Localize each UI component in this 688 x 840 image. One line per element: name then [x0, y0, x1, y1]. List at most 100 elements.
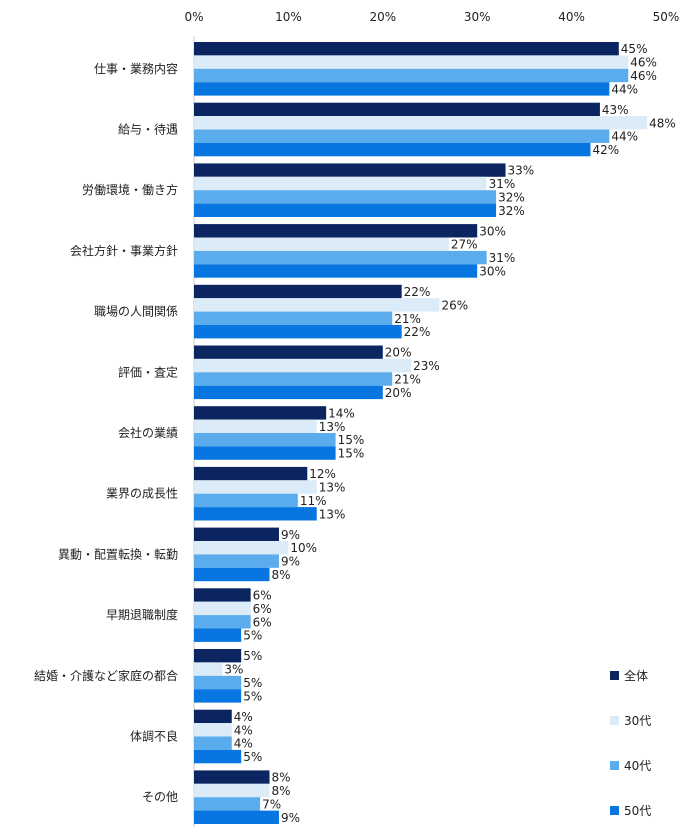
data-label-6-1: 13% — [319, 420, 346, 434]
data-label-7-2: 11% — [300, 494, 327, 508]
bar-12-1 — [194, 783, 270, 798]
data-label-5-3: 20% — [385, 386, 412, 400]
bar-10-2 — [194, 675, 242, 690]
data-label-12-2: 7% — [262, 797, 281, 811]
bar-0-3 — [194, 82, 610, 96]
bar-0-1 — [194, 55, 629, 69]
legend-label-3: 50代 — [624, 804, 651, 818]
data-label-4-3: 22% — [404, 325, 431, 339]
data-label-9-0: 6% — [253, 589, 272, 603]
bar-12-0 — [194, 770, 270, 784]
data-label-0-3: 44% — [611, 82, 638, 96]
bar-2-3 — [194, 203, 497, 217]
legend-swatch-3 — [610, 806, 619, 815]
legend-swatch-2 — [610, 761, 619, 770]
bar-11-2 — [194, 736, 232, 750]
bar-11-1 — [194, 723, 232, 737]
bar-11-0 — [194, 709, 232, 724]
category-label-9: 早期退職制度 — [106, 607, 178, 622]
bar-0-2 — [194, 68, 629, 83]
data-label-1-3: 42% — [592, 143, 619, 157]
data-label-0-0: 45% — [621, 42, 648, 56]
legend-label-0: 全体 — [624, 668, 648, 683]
bar-4-1 — [194, 298, 440, 312]
data-label-4-2: 21% — [394, 312, 421, 326]
bar-10-0 — [194, 649, 242, 663]
data-label-3-3: 30% — [479, 265, 506, 279]
category-label-7: 業界の成長性 — [106, 487, 178, 501]
bar-5-0 — [194, 345, 383, 359]
legend-label-2: 40代 — [624, 759, 651, 773]
data-label-7-3: 13% — [319, 507, 346, 521]
bar-3-1 — [194, 237, 449, 251]
category-label-6: 会社の業績 — [118, 425, 178, 440]
bar-9-3 — [194, 628, 242, 642]
data-label-9-3: 5% — [243, 629, 262, 643]
data-label-0-2: 46% — [630, 69, 657, 83]
data-label-6-3: 15% — [338, 447, 365, 461]
bar-1-2 — [194, 129, 610, 143]
bar-12-2 — [194, 797, 261, 811]
bar-10-3 — [194, 689, 242, 703]
data-label-10-0: 5% — [243, 649, 262, 663]
data-label-1-1: 48% — [649, 116, 676, 130]
bar-6-0 — [194, 406, 327, 420]
data-label-2-2: 32% — [498, 190, 525, 204]
bar-2-0 — [194, 163, 506, 177]
x-tick-label-2: 20% — [369, 10, 396, 24]
data-label-11-2: 4% — [234, 737, 253, 751]
data-label-3-0: 30% — [479, 224, 506, 238]
data-label-5-2: 21% — [394, 373, 421, 387]
data-label-3-2: 31% — [489, 251, 516, 265]
bar-5-3 — [194, 385, 383, 400]
data-label-12-0: 8% — [272, 771, 291, 785]
bar-10-1 — [194, 662, 223, 676]
data-label-4-0: 22% — [404, 285, 431, 299]
bar-5-2 — [194, 372, 393, 386]
data-label-6-2: 15% — [338, 433, 365, 447]
data-label-1-0: 43% — [602, 103, 629, 117]
bar-1-0 — [194, 102, 600, 117]
legend-label-1: 30代 — [624, 714, 651, 728]
bar-7-1 — [194, 480, 317, 494]
bar-4-0 — [194, 284, 402, 299]
data-label-12-1: 8% — [272, 784, 291, 798]
category-label-12: その他 — [142, 790, 178, 804]
data-label-0-1: 46% — [630, 56, 657, 70]
bar-6-2 — [194, 433, 336, 447]
bar-8-3 — [194, 567, 270, 582]
bar-9-1 — [194, 601, 251, 616]
category-label-4: 職場の人間関係 — [94, 305, 178, 319]
data-label-5-1: 23% — [413, 359, 440, 373]
bar-0-0 — [194, 42, 619, 56]
data-label-11-0: 4% — [234, 710, 253, 724]
category-label-3: 会社方針・事業方針 — [70, 243, 178, 258]
data-label-8-2: 9% — [281, 555, 300, 569]
data-label-2-1: 31% — [489, 177, 516, 191]
data-label-7-0: 12% — [309, 467, 336, 481]
data-label-7-1: 13% — [319, 481, 346, 495]
bar-3-0 — [194, 224, 478, 238]
bar-5-1 — [194, 358, 412, 373]
bar-1-1 — [194, 116, 648, 130]
category-label-10: 結婚・介護など家庭の都合 — [34, 668, 178, 683]
category-label-5: 評価・査定 — [118, 364, 178, 379]
data-label-8-3: 8% — [272, 568, 291, 582]
data-label-5-0: 20% — [385, 346, 412, 360]
x-tick-label-0: 0% — [184, 10, 203, 24]
data-label-10-1: 3% — [224, 663, 243, 677]
x-tick-label-1: 10% — [275, 10, 302, 24]
data-label-6-0: 14% — [328, 406, 355, 420]
data-label-2-0: 33% — [508, 164, 535, 178]
legend-swatch-0 — [610, 671, 619, 680]
bar-7-2 — [194, 493, 298, 508]
bar-8-1 — [194, 541, 289, 555]
data-label-9-2: 6% — [253, 615, 272, 629]
bar-3-3 — [194, 264, 478, 278]
bar-4-3 — [194, 325, 402, 339]
bar-9-0 — [194, 588, 251, 602]
bar-1-3 — [194, 142, 591, 157]
data-label-12-3: 9% — [281, 811, 300, 825]
category-label-8: 異動・配置転換・転勤 — [58, 547, 178, 561]
data-label-10-3: 5% — [243, 689, 262, 703]
